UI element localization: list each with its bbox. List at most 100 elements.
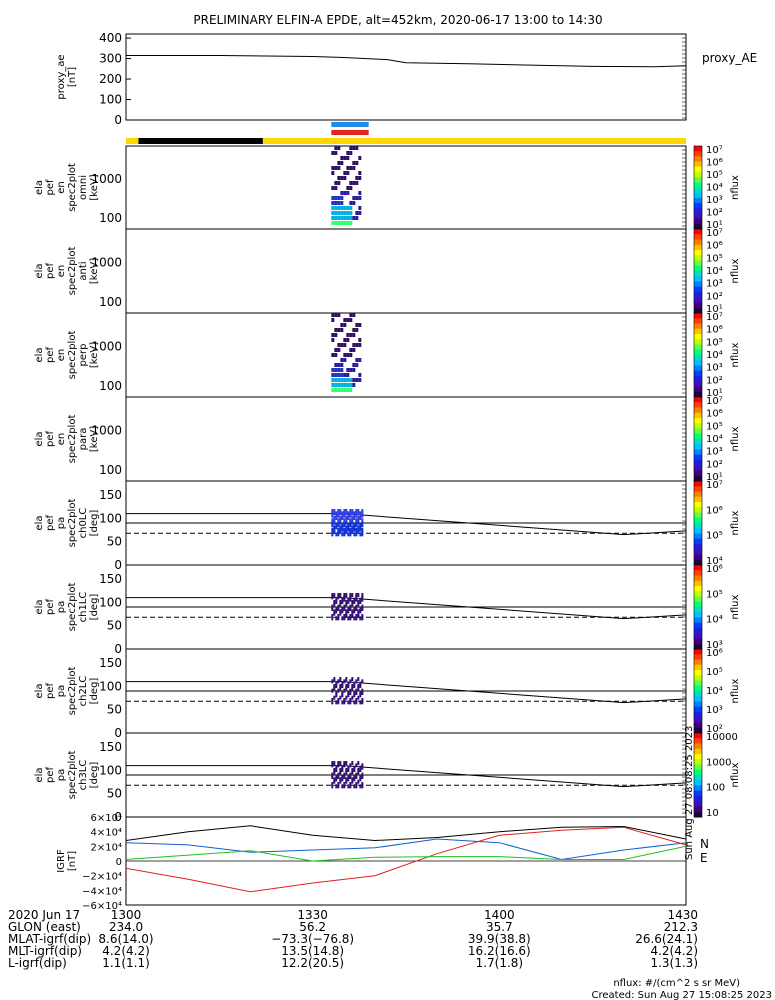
pa_ch2-pa-cell [333,686,336,691]
en_perp-spectrum-cell [343,383,347,387]
pa_ch1-pa-cell [351,593,354,597]
en_perp-spectrum-cell [340,368,344,372]
pa_ch1-colorbar-cell [694,633,702,639]
pa_ch2-pa-cell [335,691,338,695]
pa_ch0-pa-cell [349,530,352,534]
pa_ch0-pa-cell [353,532,356,537]
pa_ch2-pa-cell [341,693,344,698]
pa_ch0-pa-cell [361,513,364,518]
pa_ch0-pa-cell [349,518,352,523]
en_para-ylabel-5: [keV] [89,426,100,452]
en_omni-spectrum-cell [337,221,341,225]
pa_ch2-colorbar-label: nflux [730,678,741,703]
pa_ch1-ylabel-2: pa [56,601,67,613]
pa_ch0-pa-cell [335,511,338,516]
en_omni-spectrum-cell [355,176,359,180]
pa_ch1-pa-cell [361,607,364,611]
en_perp-ylabel-1: pef [45,347,56,364]
pa_ch3-pa-cell [353,777,356,782]
pa_ch2-colorbar-cell [694,712,702,718]
pa_ch3-pa-cell [343,761,346,765]
pa_ch1-pa-cell [333,611,336,616]
pa_ch0-pa-cell [341,527,344,532]
pa_ch1-ylabel-1: pef [45,599,56,616]
pa_ch1-pa-cell [343,597,346,602]
pa_ch2-colorbar-cell [694,659,702,666]
en_perp-spectrum-cell [334,378,338,382]
pa_ch1-pa-cell [357,600,360,604]
pa_ch2-pa-cell [361,698,364,702]
en_perp-spectrum-cell [343,388,347,392]
en_perp-colorbar-cell [694,344,702,351]
pa_ch0-ylabel-1: pef [45,515,56,532]
en_anti-colorbar-cell [694,307,702,314]
pa_ch2-pa-cell [347,681,350,686]
en_omni-spectrum-cell [334,206,338,210]
pa_ch1-pa-cell [337,614,340,618]
pa_ch2-pa-cell [341,700,344,705]
pa_ch0-pa-cell [353,525,356,530]
pa_ch1-pa-cell [345,593,348,597]
pa_ch1-pa-cell [337,593,340,597]
pa_ch0-pa-cell [339,527,342,532]
pa_ch1-colorbar-cell [694,638,702,645]
pa_ch3-pa-cell [353,775,356,779]
pa_ch2-ylabel-2: pa [56,685,67,697]
en_perp-spectrum-cell [334,368,338,372]
pa_ch0-pa-cell [359,523,362,527]
en_perp-spectrum-cell [346,388,350,392]
en_perp-colorbar-cell [694,339,702,345]
proxy-ae-ytick: 0 [114,113,122,127]
pa_ch2-pa-cell [359,684,362,688]
pa_ch1-colorbar-cell [694,586,702,592]
en_perp-spectrum-cell [343,318,347,322]
en_perp-colorbar-cell [694,376,702,382]
en_omni-colorbar-cell [694,177,702,183]
pa_ch1-pa-cell [341,616,344,621]
pa_ch0-pa-cell [351,530,354,534]
pa_ch3-pa-cell [359,768,362,772]
pa_ch1-colorbar-cell [694,570,702,576]
footer-label-0: 2020 Jun 17 [8,908,80,922]
pa_ch3-colorbar-cell [694,759,702,765]
pa_ch1-pa-cell [359,607,362,611]
pa_ch1-pa-cell [331,614,334,618]
en_perp-spectrum-cell [337,363,341,367]
en_omni-spectrum-cell [334,211,338,215]
pa_ch0-pa-cell [347,523,350,527]
pa_ch0-pa-cell [331,518,334,523]
pa_ch3-pa-cell [345,761,348,765]
pa_ch2-pa-cell [349,679,352,684]
pa_ch1-pa-cell [343,607,346,611]
en_perp-colorbar-label: nflux [730,342,741,367]
en_omni-spectrum-cell [349,221,353,225]
pa_ch3-pa-cell [335,775,338,779]
pa_ch0-pa-cell [335,525,338,530]
footer-value: 212.3 [664,920,698,934]
footer-time-3: 1430 [667,908,698,922]
en_perp-colorbar-cell [694,370,702,377]
pa_ch0-pa-cell [357,511,360,516]
en_perp-spectrum-cell [331,373,335,377]
en_omni-spectrum-cell [346,191,350,195]
en_omni-spectrum-cell [343,176,347,180]
pa_ch1-pa-cell [353,600,356,604]
footer-value: 234.0 [109,920,143,934]
en_anti-ylabel-2: en [56,265,67,278]
pa_ch3-pa-cell [343,772,346,777]
en_omni-colorbar-cell [694,182,702,188]
pa_ch2-pa-cell [353,691,356,695]
pa_ch3-pa-cell [335,784,338,789]
pa_ch3-pa-cell [357,779,360,784]
en_perp-spectrum-cell [334,348,338,352]
footer-label-4: L-igrf(dip) [8,956,67,970]
en_anti-colorbar-cell [694,250,702,256]
en_omni-colorbar-cell [694,146,702,152]
pa_ch1-pa-cell [351,614,354,618]
pa_ch3-pa-cell [341,777,344,782]
pa_ch1-ytick: 150 [99,572,122,586]
proxy-ae-ytick: 100 [99,93,122,107]
pa_ch2-colorbar-tick: 10⁵ [706,667,723,678]
pa_ch2-ytick: 0 [114,726,122,740]
